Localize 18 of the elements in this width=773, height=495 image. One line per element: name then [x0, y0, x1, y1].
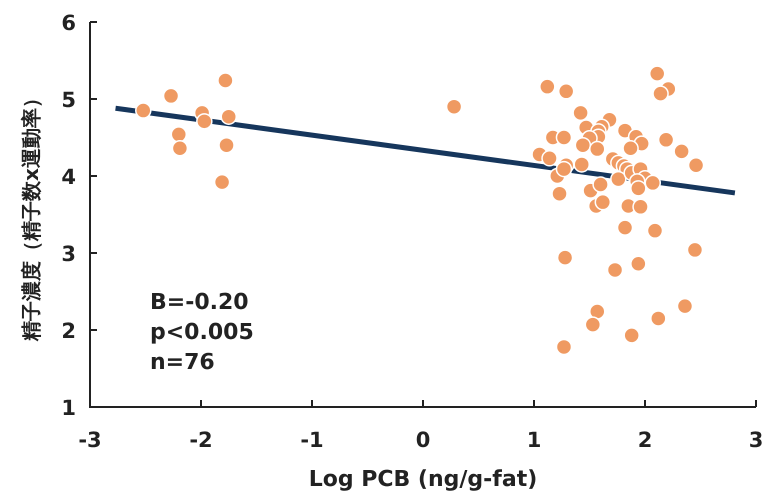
x-tick-label: -2	[189, 428, 213, 452]
x-tick-label: 0	[416, 428, 430, 452]
x-tick-label: -3	[78, 428, 102, 452]
x-tick-label: -1	[300, 428, 324, 452]
y-axis-title: 精子濃度（精子数x運動率）	[19, 88, 43, 342]
annotation: p<0.005	[150, 320, 254, 345]
y-tick-label: 1	[61, 396, 76, 420]
x-tick-label: 2	[638, 428, 652, 452]
y-tick-label: 5	[61, 88, 76, 112]
y-tick-label: 4	[61, 165, 76, 189]
x-tick-label: 3	[748, 428, 764, 452]
annotation: n=76	[150, 350, 215, 375]
y-tick-label: 3	[61, 242, 76, 266]
x-tick-label: 1	[526, 428, 542, 452]
y-tick-label: 2	[61, 319, 76, 343]
x-axis-title: Log PCB (ng/g-fat)	[308, 467, 538, 492]
annotation: B=-0.20	[150, 290, 249, 315]
y-tick-label: 6	[61, 11, 76, 35]
